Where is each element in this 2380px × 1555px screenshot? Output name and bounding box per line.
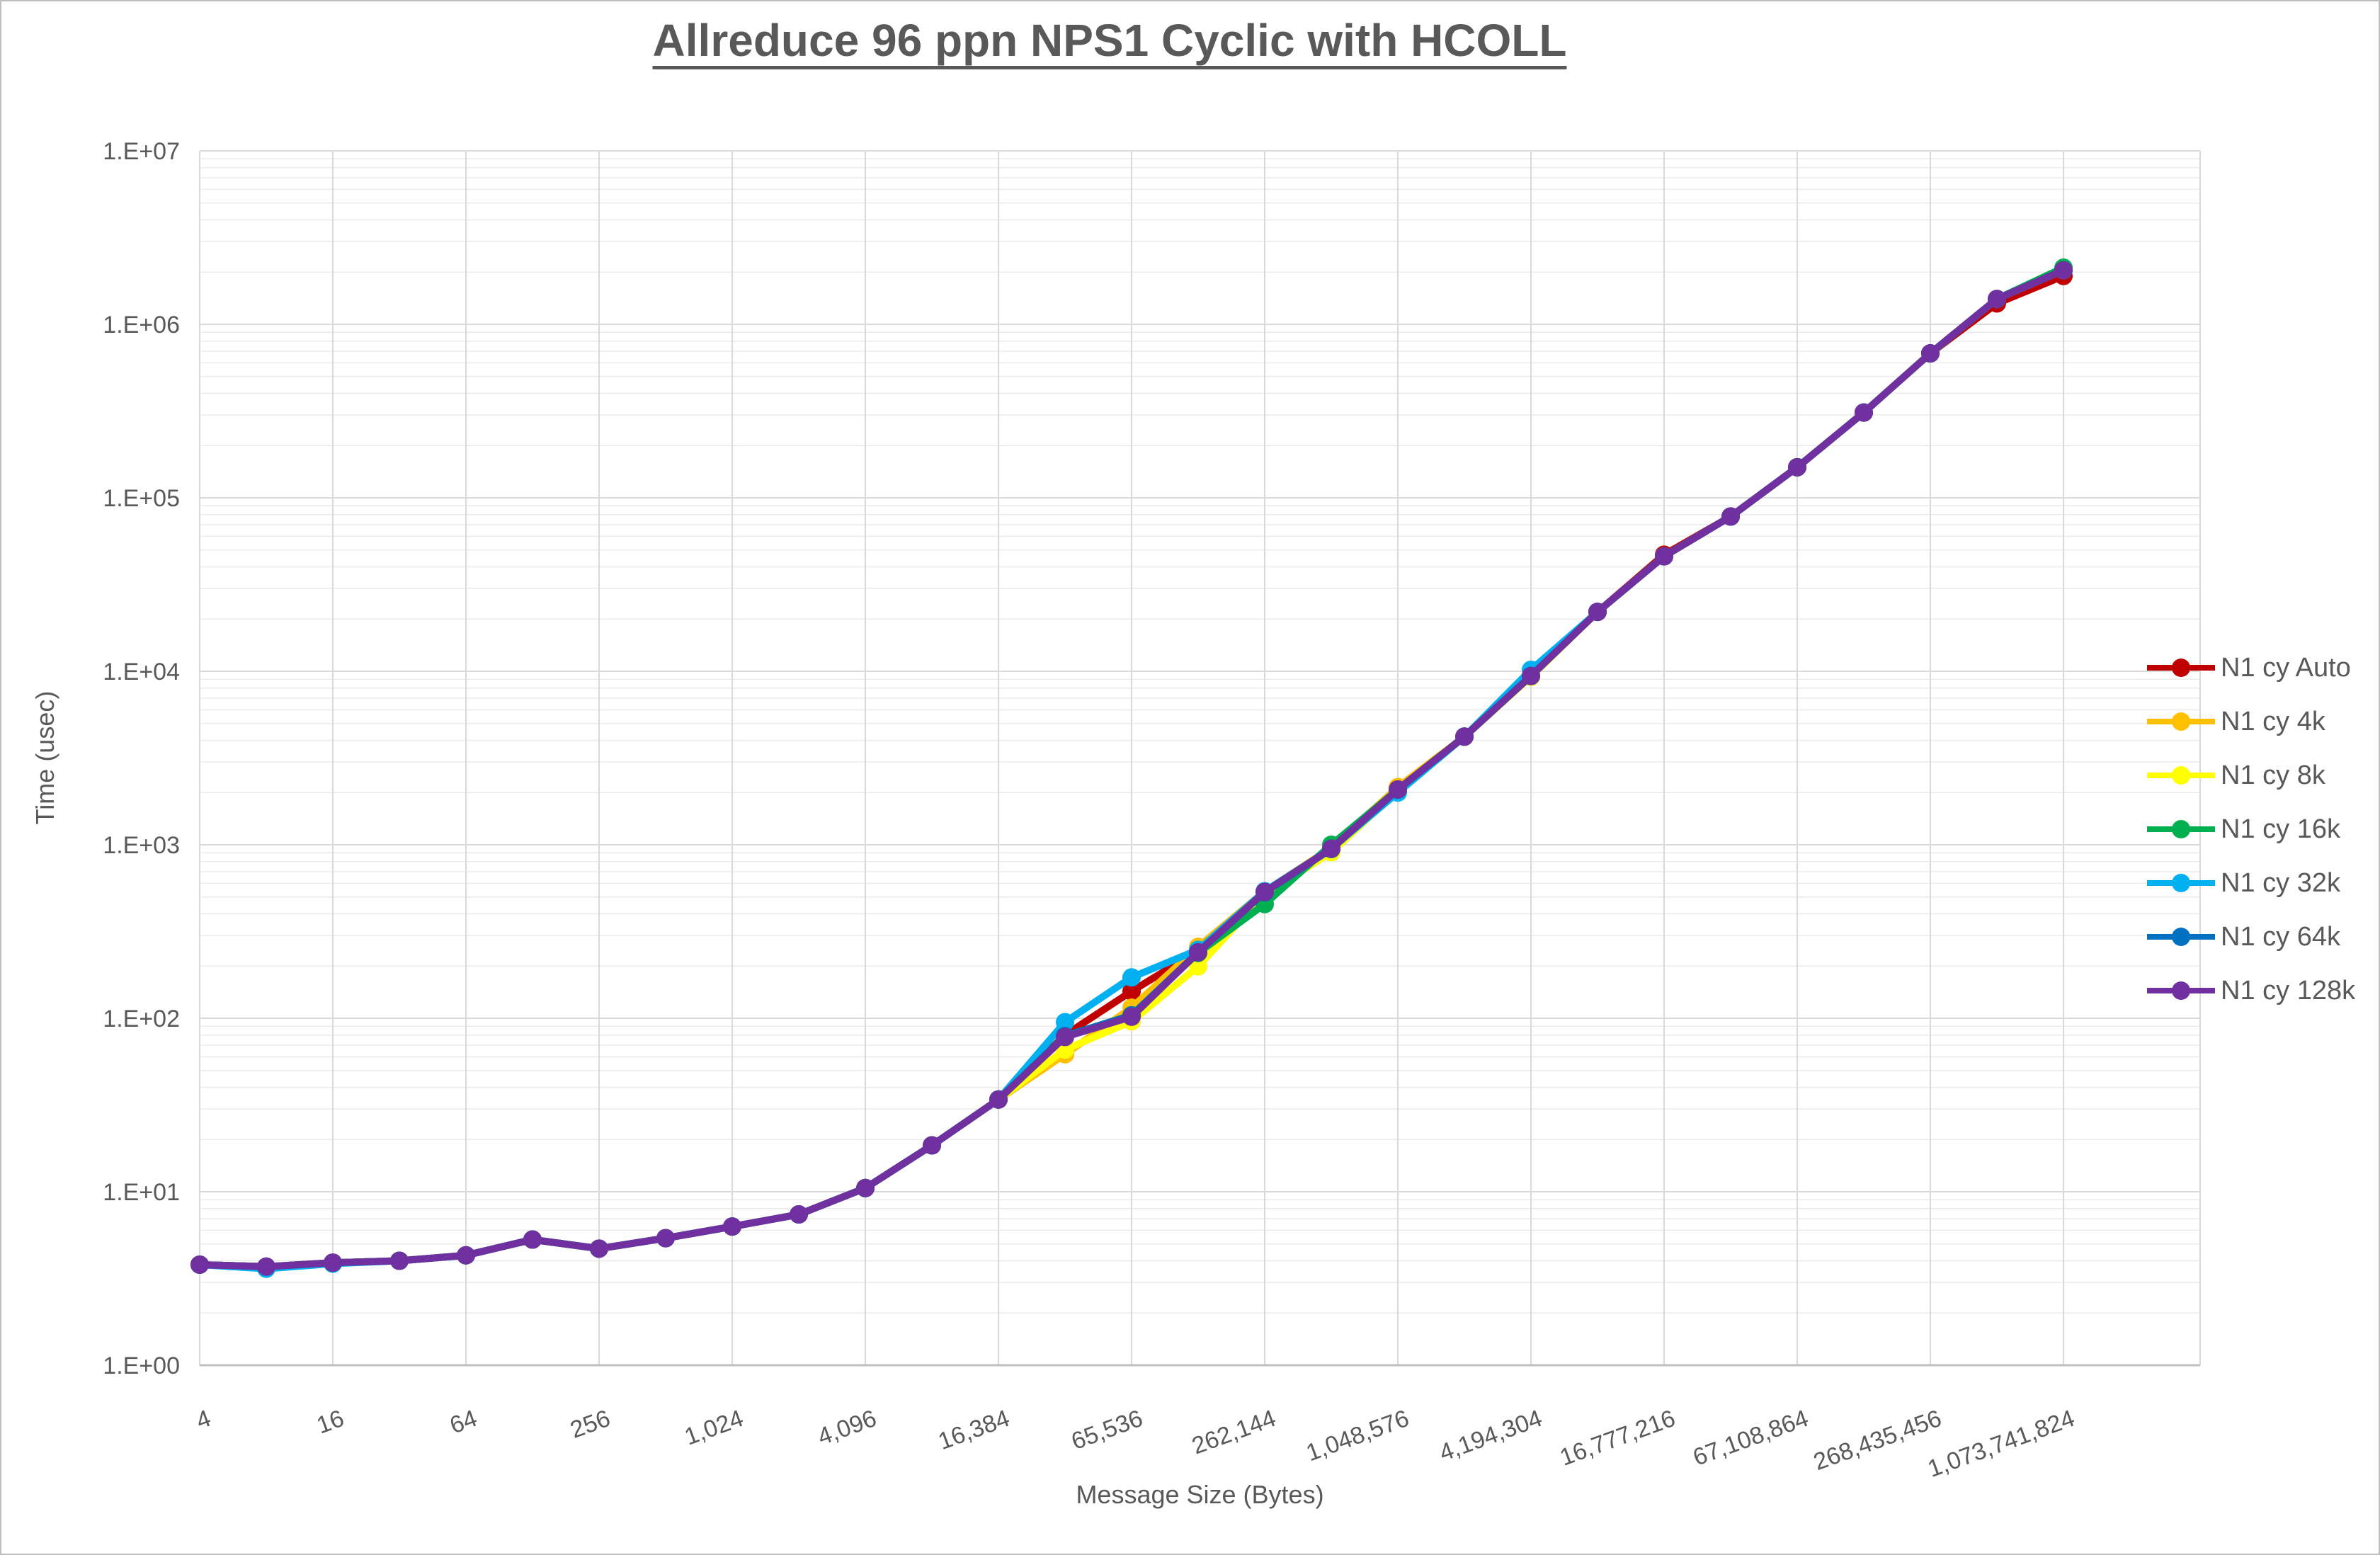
x-tick-label: 256 xyxy=(566,1405,613,1444)
data-point xyxy=(390,1251,409,1270)
data-point xyxy=(1721,507,1740,526)
legend-item-label: N1 cy 64k xyxy=(2221,921,2340,952)
data-point xyxy=(923,1136,941,1155)
legend-marker-icon xyxy=(2147,820,2215,838)
y-axis-tick-labels: 1.E+00 1.E+01 1.E+02 1.E+03 1.E+04 1.E+05 1.E+… xyxy=(103,138,180,1379)
series-n1-cy-128k xyxy=(190,261,2073,1276)
legend-item-label: N1 cy 4k xyxy=(2221,706,2325,736)
data-point xyxy=(1056,1013,1074,1032)
data-point xyxy=(1921,344,1940,363)
legend: N1 cy Auto N1 cy 4k N1 cy 8k N1 cy 16k N1 cy… xyxy=(2146,641,2355,1018)
y-tick-label: 1.E+02 xyxy=(103,1006,180,1032)
data-series xyxy=(190,258,2073,1278)
x-tick-label: 4 xyxy=(193,1405,215,1435)
x-tick-label: 262,144 xyxy=(1188,1405,1279,1460)
data-point xyxy=(2054,261,2073,280)
y-tick-label: 1.E+05 xyxy=(103,485,180,512)
x-axis-title: Message Size (Bytes) xyxy=(1076,1480,1324,1509)
legend-item: N1 cy 16k xyxy=(2146,802,2355,856)
legend-marker-icon xyxy=(2147,874,2215,892)
data-point xyxy=(1122,968,1141,987)
x-tick-label: 4,096 xyxy=(814,1405,880,1451)
y-tick-label: 1.E+01 xyxy=(103,1179,180,1206)
y-tick-label: 1.E+07 xyxy=(103,138,180,165)
data-point xyxy=(324,1253,342,1272)
legend-item: N1 cy 128k xyxy=(2146,964,2355,1018)
data-point xyxy=(656,1229,675,1248)
data-point xyxy=(1122,981,1141,1001)
x-tick-label: 1,048,576 xyxy=(1303,1405,1413,1466)
y-tick-label: 1.E+03 xyxy=(103,832,180,859)
legend-marker-icon xyxy=(2147,712,2215,731)
data-point xyxy=(989,1090,1008,1109)
data-point xyxy=(856,1178,875,1197)
data-point xyxy=(1588,603,1607,622)
data-point xyxy=(1788,457,1806,477)
major-gridlines xyxy=(199,150,2201,1365)
data-point xyxy=(1855,403,1873,422)
legend-item: N1 cy 64k xyxy=(2146,910,2355,964)
data-point xyxy=(590,1239,608,1258)
data-point xyxy=(190,1255,209,1274)
data-point xyxy=(1056,1027,1074,1047)
x-tick-label: 65,536 xyxy=(1068,1405,1146,1455)
legend-item-label: N1 cy 16k xyxy=(2221,814,2340,844)
y-tick-label: 1.E+00 xyxy=(103,1352,180,1379)
x-tick-label: 16,384 xyxy=(935,1405,1013,1455)
data-point xyxy=(1322,839,1340,858)
data-point xyxy=(457,1246,475,1265)
data-point xyxy=(1122,1007,1141,1026)
data-point xyxy=(1256,882,1274,901)
x-tick-label: 16 xyxy=(313,1405,348,1440)
minor-gridlines xyxy=(200,158,2200,1314)
y-tick-label: 1.E+06 xyxy=(103,312,180,338)
legend-marker-icon xyxy=(2147,928,2215,946)
legend-marker-icon xyxy=(2147,659,2215,677)
data-point xyxy=(257,1257,275,1276)
data-point xyxy=(790,1205,808,1224)
legend-item: N1 cy 4k xyxy=(2146,695,2355,748)
x-tick-label: 67,108,864 xyxy=(1690,1405,1812,1471)
legend-item: N1 cy 8k xyxy=(2146,748,2355,802)
data-point xyxy=(723,1217,741,1236)
legend-item-label: N1 cy 128k xyxy=(2221,975,2356,1006)
chart-title: Allreduce 96 ppn NPS1 Cyclic with HCOLL xyxy=(1,14,2218,67)
legend-item: N1 cy 32k xyxy=(2146,856,2355,910)
y-axis-title: Time (usec) xyxy=(30,690,59,825)
y-tick-label: 1.E+04 xyxy=(103,659,180,685)
data-point xyxy=(523,1230,542,1249)
x-axis-tick-labels: 4 16 64 256 1,024 4,096 16,384 65,536 262,144 1,0… xyxy=(193,1405,2078,1483)
data-point xyxy=(1389,780,1407,799)
data-point xyxy=(1988,290,2006,309)
data-point xyxy=(1189,942,1207,962)
legend-marker-icon xyxy=(2147,766,2215,785)
legend-marker-icon xyxy=(2147,981,2215,1000)
x-tick-label: 1,024 xyxy=(681,1405,747,1451)
x-tick-label: 64 xyxy=(446,1405,481,1440)
legend-item-label: N1 cy 32k xyxy=(2221,867,2340,898)
chart-title-text: Allreduce 96 ppn NPS1 Cyclic with HCOLL xyxy=(652,15,1567,66)
x-tick-label: 4,194,304 xyxy=(1436,1405,1546,1466)
legend-item: N1 cy Auto xyxy=(2146,641,2355,695)
x-tick-label: 268,435,456 xyxy=(1810,1405,1945,1476)
data-point xyxy=(1655,547,1673,566)
x-tick-label: 16,777,216 xyxy=(1556,1405,1679,1471)
x-tick-label: 1,073,741,824 xyxy=(1924,1405,2078,1483)
legend-item-label: N1 cy Auto xyxy=(2221,652,2351,683)
data-point xyxy=(1455,727,1474,746)
legend-item-label: N1 cy 8k xyxy=(2221,760,2325,790)
data-point xyxy=(1522,666,1540,685)
